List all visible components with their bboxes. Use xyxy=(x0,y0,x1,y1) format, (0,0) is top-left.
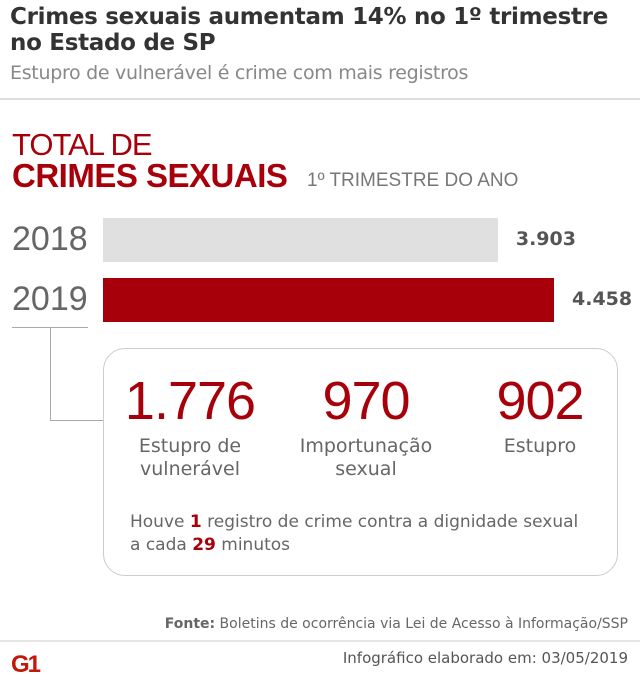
source-text: Boletins de ocorrência via Lei de Acesso… xyxy=(215,616,628,632)
label-line: Importunação xyxy=(299,435,433,457)
made-date: Infográfico elaborado em: 03/05/2019 xyxy=(342,649,628,667)
bar-2018 xyxy=(103,218,498,262)
source-note: Fonte: Boletins de ocorrência via Lei de… xyxy=(165,616,628,632)
stat-label-estupro: Estupro xyxy=(450,435,630,458)
stat-value-estupro: 902 xyxy=(496,371,584,431)
breakdown-box xyxy=(103,348,618,576)
note-text: minutos xyxy=(215,535,291,555)
category-label-2019: 2019 xyxy=(12,280,88,318)
chart-title-line1: TOTAL DE xyxy=(12,127,153,162)
divider xyxy=(0,98,640,100)
stat-value-importunacao: 970 xyxy=(322,371,410,431)
label-line: Estupro xyxy=(503,435,577,457)
frequency-note: Houve 1 registro de crime contra a digni… xyxy=(130,511,578,557)
value-label-2019: 4.458 xyxy=(572,288,633,310)
divider xyxy=(0,640,640,642)
g1-logo: G1 xyxy=(11,651,41,678)
note-number: 1 xyxy=(189,512,202,532)
note-number: 29 xyxy=(192,535,216,555)
note-text: a cada xyxy=(130,535,193,555)
connector-vertical xyxy=(50,328,51,421)
subheadline: Estupro de vulnerável é crime com mais r… xyxy=(10,62,469,84)
source-label: Fonte: xyxy=(164,616,216,632)
category-label-2018: 2018 xyxy=(12,220,88,258)
connector-horizontal xyxy=(50,420,103,421)
stat-label-estupro-vulneravel: Estupro de vulnerável xyxy=(100,435,280,481)
label-line: sexual xyxy=(335,458,397,480)
bar-2019 xyxy=(103,278,554,322)
chart-subtitle: 1º TRIMESTRE DO ANO xyxy=(307,170,519,191)
connector-underline xyxy=(12,327,88,328)
note-text: Houve xyxy=(130,512,190,532)
stat-value-estupro-vulneravel: 1.776 xyxy=(124,371,256,431)
headline: Crimes sexuais aumentam 14% no 1º trimes… xyxy=(10,4,609,56)
chart-title-line2: CRIMES SEXUAIS xyxy=(12,157,288,194)
label-line: vulnerável xyxy=(140,458,240,480)
note-text: registro de crime contra a dignidade sex… xyxy=(201,512,579,532)
stat-label-importunacao: Importunação sexual xyxy=(276,435,456,481)
value-label-2018: 3.903 xyxy=(515,228,576,250)
label-line: Estupro de xyxy=(138,435,242,457)
